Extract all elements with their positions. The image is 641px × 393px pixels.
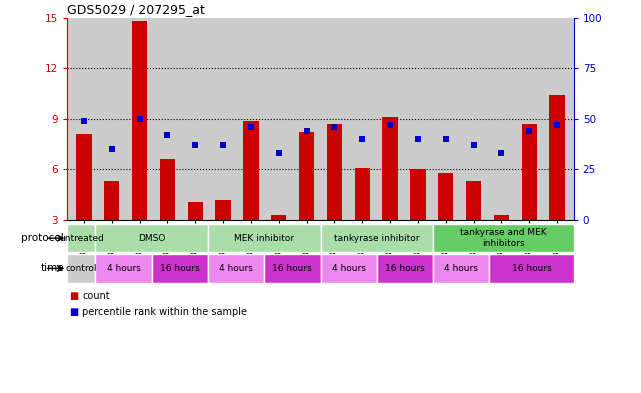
Bar [104, 181, 119, 220]
Bar [433, 224, 574, 252]
Text: DMSO: DMSO [138, 234, 165, 242]
Bar [299, 132, 314, 220]
Point [440, 136, 451, 142]
Bar [264, 254, 320, 283]
Bar [410, 169, 426, 220]
Point [357, 136, 367, 142]
Text: 16 hours: 16 hours [385, 264, 425, 273]
Bar [208, 254, 264, 283]
Bar [160, 160, 175, 220]
Bar [152, 254, 208, 283]
Point [469, 142, 479, 148]
Bar [354, 168, 370, 220]
Text: time: time [40, 263, 64, 274]
Point [218, 142, 228, 148]
Bar [67, 224, 96, 252]
Bar [377, 254, 433, 283]
Text: tankyrase and MEK
inhibitors: tankyrase and MEK inhibitors [460, 228, 547, 248]
Bar [67, 254, 96, 283]
Text: 4 hours: 4 hours [444, 264, 478, 273]
Bar [489, 254, 574, 283]
Text: GDS5029 / 207295_at: GDS5029 / 207295_at [67, 4, 205, 17]
Bar [549, 95, 565, 220]
Bar [271, 215, 287, 220]
Text: tankyrase inhibitor: tankyrase inhibitor [334, 234, 419, 242]
Bar [244, 121, 258, 220]
Text: 4 hours: 4 hours [331, 264, 365, 273]
Text: percentile rank within the sample: percentile rank within the sample [82, 307, 247, 317]
Bar [76, 134, 92, 220]
Point [246, 124, 256, 130]
Bar [466, 181, 481, 220]
Bar [433, 254, 489, 283]
Point [274, 150, 284, 156]
Bar [320, 254, 377, 283]
Bar [438, 173, 453, 220]
Text: 16 hours: 16 hours [272, 264, 312, 273]
Bar [522, 124, 537, 220]
Point [106, 146, 117, 152]
Text: 16 hours: 16 hours [160, 264, 200, 273]
Point [385, 122, 395, 128]
Point [162, 132, 172, 138]
Bar [188, 202, 203, 220]
Point [301, 128, 312, 134]
Point [496, 150, 506, 156]
Text: ■: ■ [69, 291, 78, 301]
Point [413, 136, 423, 142]
Text: protocol: protocol [21, 233, 64, 243]
Point [552, 122, 562, 128]
Text: control: control [65, 264, 97, 273]
Bar [320, 224, 433, 252]
Text: untreated: untreated [59, 234, 104, 242]
Text: count: count [82, 291, 110, 301]
Point [329, 124, 340, 130]
Bar [327, 124, 342, 220]
Bar [132, 21, 147, 220]
Bar [383, 117, 397, 220]
Text: ■: ■ [69, 307, 78, 317]
Bar [96, 254, 152, 283]
Point [190, 142, 201, 148]
Text: 4 hours: 4 hours [219, 264, 253, 273]
Bar [215, 200, 231, 220]
Bar [96, 224, 208, 252]
Bar [208, 224, 320, 252]
Point [524, 128, 535, 134]
Text: 16 hours: 16 hours [512, 264, 551, 273]
Bar [494, 215, 509, 220]
Point [135, 116, 145, 122]
Text: MEK inhibitor: MEK inhibitor [234, 234, 294, 242]
Text: 4 hours: 4 hours [106, 264, 140, 273]
Point [79, 118, 89, 124]
